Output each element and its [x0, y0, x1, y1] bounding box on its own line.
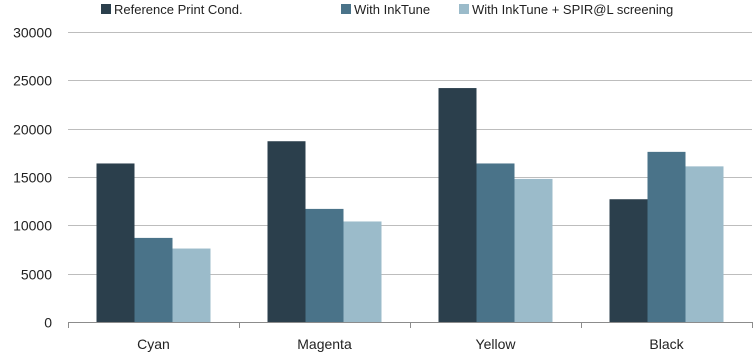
bar-yellow-series-3: [514, 178, 553, 322]
y-tick-label: 25000: [13, 73, 52, 89]
bar-yellow-series-1: [438, 88, 477, 322]
bar-cyan-series-1: [96, 163, 135, 322]
legend: Reference Print Cond. With InkTune With In…: [101, 2, 673, 17]
bar-yellow-series-2: [476, 163, 515, 322]
y-tick-label: 0: [44, 315, 52, 331]
legend-swatch: [341, 4, 351, 14]
x-tick-label: Yellow: [476, 336, 517, 352]
legend-label: With InkTune + SPIR@L screening: [472, 2, 673, 17]
legend-label: With InkTune: [354, 2, 430, 17]
bar-cyan-series-3: [172, 248, 211, 322]
y-axis-tick-labels: 0 5000 10000 15000 20000 25000 30000: [13, 25, 52, 331]
bar-black-series-1: [609, 199, 648, 322]
bar-magenta-series-3: [343, 221, 382, 322]
legend-label: Reference Print Cond.: [114, 2, 243, 17]
y-tick-label: 5000: [21, 267, 52, 283]
bar-cyan-series-2: [134, 237, 173, 322]
y-tick-label: 30000: [13, 25, 52, 41]
bar-magenta-series-1: [267, 141, 306, 322]
legend-swatch: [101, 4, 111, 14]
x-tick-label: Magenta: [297, 336, 352, 352]
x-tick-label: Black: [649, 336, 684, 352]
bar-black-series-3: [685, 166, 724, 322]
bars: [96, 88, 724, 322]
bar-magenta-series-2: [305, 208, 344, 322]
x-axis: Cyan Magenta Yellow Black: [68, 322, 753, 352]
x-tick-label: Cyan: [137, 336, 170, 352]
y-tick-label: 20000: [13, 122, 52, 138]
legend-swatch: [459, 4, 469, 14]
bar-black-series-2: [647, 151, 686, 322]
y-tick-label: 15000: [13, 170, 52, 186]
y-tick-label: 10000: [13, 218, 52, 234]
